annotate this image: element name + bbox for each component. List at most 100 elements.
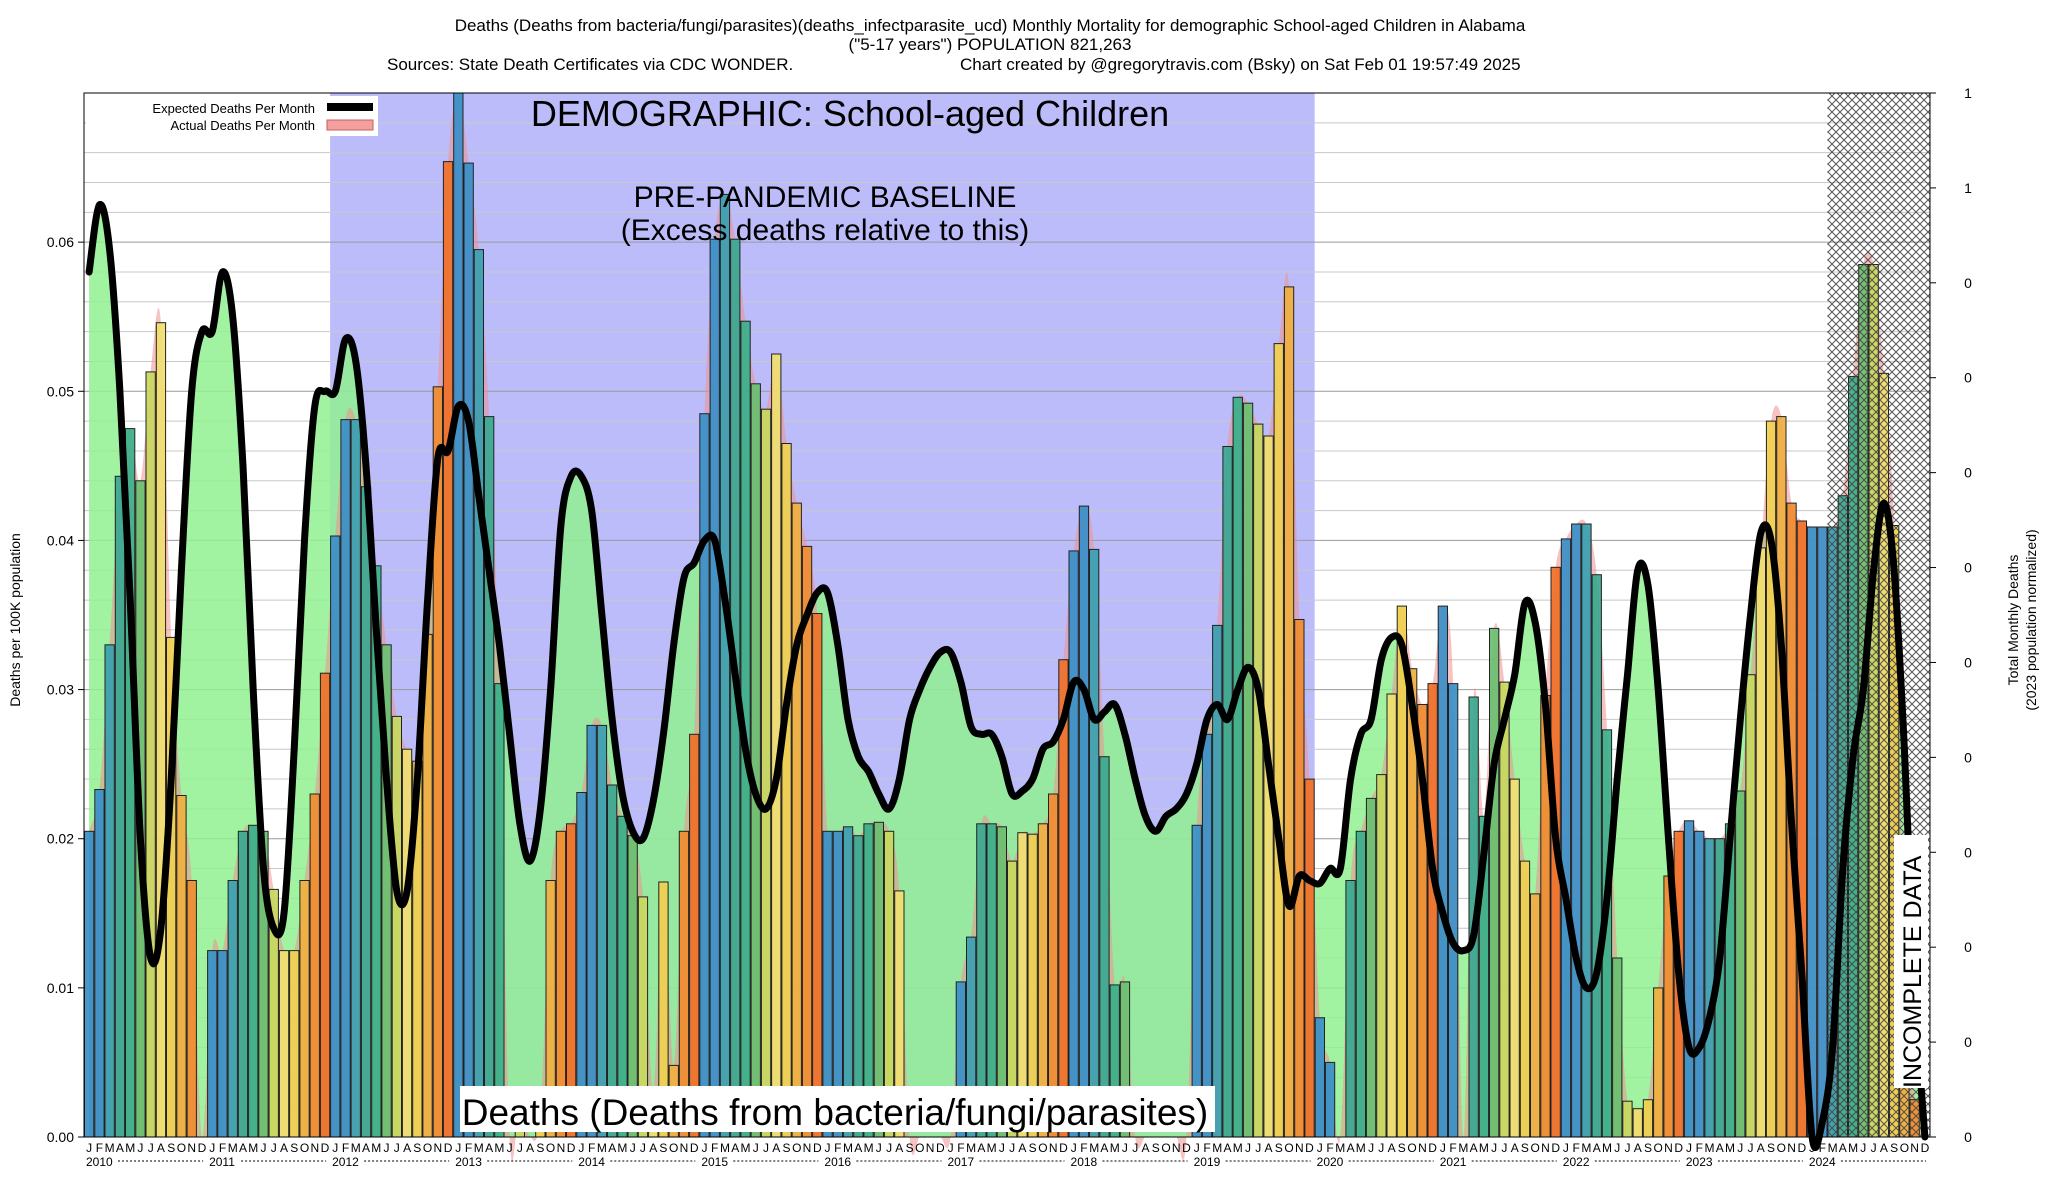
month-tick-label: J [209, 1141, 215, 1155]
bar [1386, 693, 1397, 1138]
month-tick-label: F [1819, 1141, 1826, 1155]
month-tick-label: M [1212, 1141, 1222, 1155]
month-tick-label: J [1440, 1141, 1446, 1155]
month-tick-label: A [977, 1141, 985, 1155]
month-tick-label: J [271, 1141, 277, 1155]
month-tick-label: J [702, 1141, 708, 1155]
bar [576, 792, 587, 1138]
bar [1427, 683, 1438, 1138]
month-tick-label: J [825, 1141, 831, 1155]
month-tick-label: F [957, 1141, 964, 1155]
month-tick-label: M [494, 1141, 504, 1155]
bar [1376, 774, 1387, 1138]
bar [689, 733, 700, 1138]
bar [1232, 396, 1243, 1138]
bar [319, 672, 331, 1138]
month-tick-label: M [248, 1141, 258, 1155]
month-tick-label: N [680, 1141, 689, 1155]
month-tick-label: S [659, 1141, 667, 1155]
bar [1735, 790, 1746, 1138]
month-tick-label: A [239, 1141, 247, 1155]
month-tick-label: M [741, 1141, 751, 1155]
year-tick-label: 2011 [209, 1155, 235, 1169]
month-tick-label: S [167, 1141, 175, 1155]
bar [1355, 830, 1366, 1138]
month-tick-label: A [854, 1141, 862, 1155]
month-tick-label: M [1356, 1141, 1366, 1155]
month-tick-label: J [1368, 1141, 1374, 1155]
month-tick-label: A [1347, 1141, 1355, 1155]
month-tick-label: J [1491, 1141, 1497, 1155]
month-tick-label: F [465, 1141, 472, 1155]
month-tick-label: A [731, 1141, 739, 1155]
month-tick-label: S [1275, 1141, 1283, 1155]
month-tick-label: A [1100, 1141, 1108, 1155]
month-tick-label: O [1654, 1141, 1663, 1155]
bar [1530, 893, 1541, 1138]
year-tick-label: 2023 [1686, 1155, 1713, 1169]
month-tick-label: M [1848, 1141, 1858, 1155]
y2-axis-label-line1: Total Monthly Deaths [2005, 555, 2021, 686]
month-tick-label: N [1787, 1141, 1796, 1155]
bar [1078, 505, 1090, 1138]
month-tick-label: M [843, 1141, 853, 1155]
bar [350, 419, 361, 1138]
frame-layer [83, 92, 1931, 1138]
month-tick-label: O [1777, 1141, 1786, 1155]
month-tick-label: S [1767, 1141, 1775, 1155]
month-tick-label: A [280, 1141, 288, 1155]
bar [750, 383, 761, 1138]
month-tick-label: S [1029, 1141, 1037, 1155]
month-tick-label: A [362, 1141, 370, 1155]
month-tick-label: M [987, 1141, 997, 1155]
bar [1519, 860, 1531, 1138]
year-tick-label: 2013 [455, 1155, 482, 1169]
y-tick-label: 0.01 [47, 980, 74, 996]
month-tick-label: D [1674, 1141, 1683, 1155]
month-tick-label: J [1871, 1141, 1877, 1155]
month-tick-label: M [864, 1141, 874, 1155]
month-tick-label: N [1172, 1141, 1181, 1155]
month-tick-label: N [1541, 1141, 1550, 1155]
demographic-label: DEMOGRAPHIC: School-aged Children [531, 93, 1169, 134]
month-tick-label: M [228, 1141, 238, 1155]
month-tick-label: J [1860, 1141, 1866, 1155]
month-tick-label: F [1573, 1141, 1580, 1155]
month-tick-label: F [1203, 1141, 1210, 1155]
year-label-bg [1807, 1154, 1840, 1168]
month-tick-label: D [198, 1141, 207, 1155]
year-tick-label: 2021 [1440, 1155, 1467, 1169]
month-tick-label: J [1737, 1141, 1743, 1155]
y-tick-label: 0.05 [47, 383, 74, 399]
month-tick-label: J [1245, 1141, 1251, 1155]
legend-swatch-actual [326, 119, 374, 131]
month-tick-label: O [792, 1141, 801, 1155]
bar [1694, 830, 1705, 1138]
month-tick-label: M [1110, 1141, 1120, 1155]
bar [586, 724, 597, 1138]
month-tick-label: J [948, 1141, 954, 1155]
plot-area [83, 92, 1931, 1162]
month-tick-label: M [1335, 1141, 1345, 1155]
month-tick-label: J [1378, 1141, 1384, 1155]
bar [1068, 550, 1079, 1138]
month-tick-label: A [649, 1141, 657, 1155]
month-tick-label: A [1264, 1141, 1272, 1155]
month-tick-label: F [1449, 1141, 1456, 1155]
bar [1622, 1100, 1633, 1138]
y2-tick-label: 0 [1964, 560, 1972, 576]
year-label-bg [700, 1154, 733, 1168]
year-label-bg [946, 1154, 979, 1168]
bar [186, 880, 197, 1138]
bar [1365, 797, 1377, 1138]
bar [1755, 547, 1766, 1138]
year-label-bg [577, 1154, 610, 1168]
bar [1489, 627, 1500, 1138]
year-label-bg [823, 1154, 856, 1168]
month-tick-label: M [1479, 1141, 1489, 1155]
bar [1509, 778, 1520, 1138]
month-tick-label: J [763, 1141, 769, 1155]
bar [278, 950, 290, 1138]
month-tick-label: M [105, 1141, 115, 1155]
month-tick-label: A [157, 1141, 165, 1155]
